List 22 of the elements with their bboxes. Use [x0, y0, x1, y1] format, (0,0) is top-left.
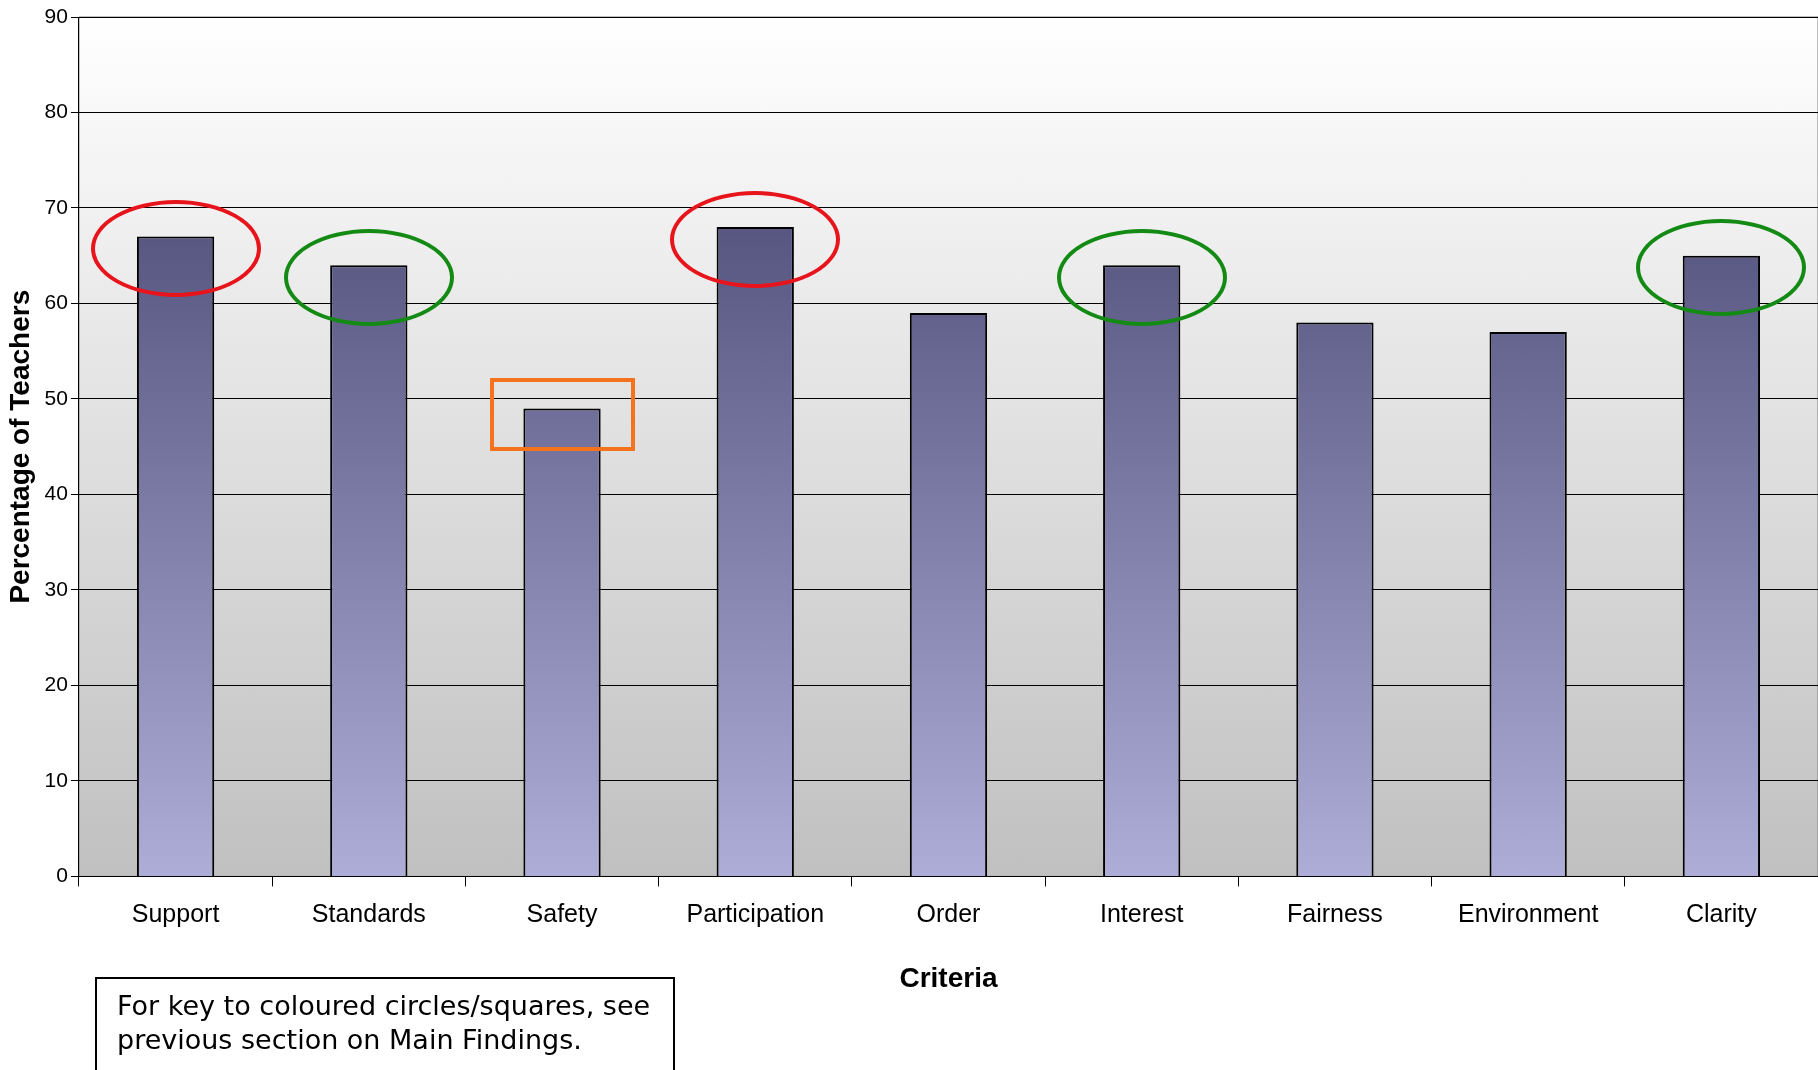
x-tick-label: Clarity: [1685, 899, 1758, 928]
x-tick-label: Environment: [1457, 899, 1599, 928]
y-tick-label: 80: [44, 99, 68, 123]
x-tick-label: Support: [131, 899, 220, 928]
y-tick-label: 10: [44, 767, 68, 791]
x-tick-label: Standards: [311, 899, 426, 928]
x-tick-label: Interest: [1100, 899, 1184, 928]
y-tick-label: 90: [44, 3, 68, 27]
x-tick-label: Participation: [686, 899, 825, 928]
y-tick-label: 50: [44, 385, 68, 409]
y-tick-label: 0: [56, 863, 68, 887]
y-axis-title: Percentage of Teachers: [3, 289, 35, 604]
x-tick-label: Order: [916, 899, 981, 928]
y-tick-label: 20: [44, 672, 68, 696]
y-tick-label: 70: [44, 194, 68, 218]
y-tick-label: 30: [44, 576, 68, 600]
x-tick-label: Safety: [526, 899, 598, 928]
x-tick-label: Fairness: [1287, 899, 1383, 928]
x-axis-title: Criteria: [899, 961, 998, 993]
y-tick-label: 60: [44, 290, 68, 314]
y-tick-label: 40: [44, 481, 68, 505]
text: For key to coloured circles/squares, see previous section on Main Findings.: [95, 977, 675, 1070]
